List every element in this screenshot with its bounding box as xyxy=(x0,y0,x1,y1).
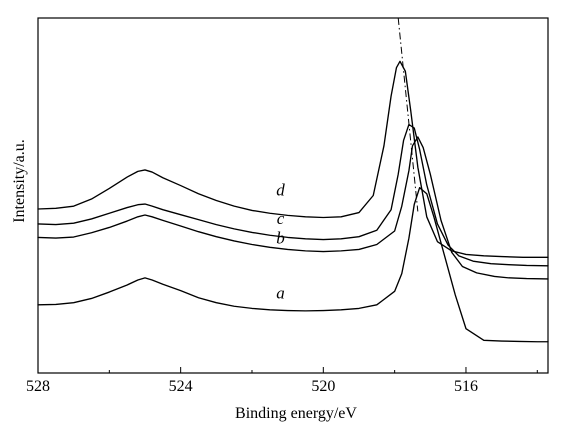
x-tick-label: 516 xyxy=(454,378,478,395)
tick-group: 528 524 520 516 xyxy=(26,367,538,395)
y-axis-title: Intensity/a.u. xyxy=(11,139,28,223)
series-line-c xyxy=(37,123,549,267)
x-tick-label: 528 xyxy=(26,378,50,395)
peak-shift-guide-line xyxy=(397,17,419,212)
series-line-a xyxy=(37,187,549,343)
series-label-a: a xyxy=(276,283,285,302)
series-group xyxy=(37,60,549,343)
series-label-b: b xyxy=(276,228,285,247)
x-tick-label: 520 xyxy=(311,378,335,395)
series-line-d xyxy=(37,60,549,258)
x-tick-label: 524 xyxy=(169,378,193,395)
series-label-d: d xyxy=(276,181,285,200)
series-label-c: c xyxy=(277,209,285,228)
series-line-b xyxy=(37,136,549,280)
plot-frame xyxy=(37,17,549,374)
x-axis-title: Binding energy/eV xyxy=(235,405,357,422)
series-labels-group: a bcd xyxy=(276,181,285,303)
